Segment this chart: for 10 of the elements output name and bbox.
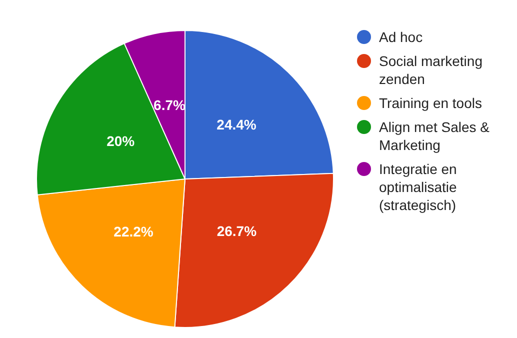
- data-label: 24.4%: [216, 116, 257, 132]
- legend-label: Social marketing zenden: [379, 52, 484, 88]
- data-label: 6.7%: [154, 97, 186, 114]
- data-label: 20%: [106, 132, 136, 149]
- data-label: 26.7%: [216, 223, 258, 240]
- data-label: 22.2%: [114, 223, 154, 240]
- legend-label: Integratie en optimalisatie (strategisch): [379, 160, 458, 214]
- legend-label: Align met Sales & Marketing: [379, 118, 490, 154]
- legend-label: Training en tools: [379, 94, 482, 112]
- legend-label: Ad hoc: [379, 28, 423, 46]
